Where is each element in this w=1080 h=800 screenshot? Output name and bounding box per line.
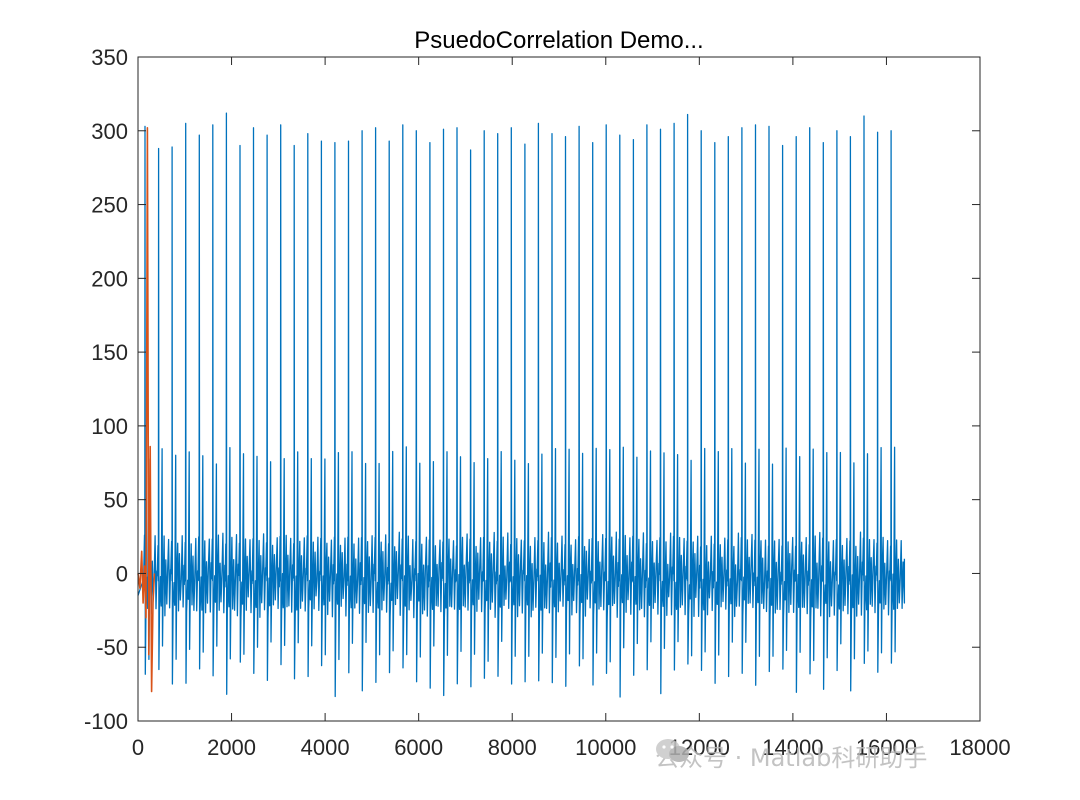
axes-box [137,56,981,722]
y-tick-label: -50 [96,635,128,660]
plot-area [138,57,980,721]
y-tick-label: 250 [91,193,128,218]
y-tick-label: 100 [91,414,128,439]
wechat-icon [656,739,689,762]
watermark: 公众号 · Matlab科研助手 [655,738,927,773]
x-tick-label: 6000 [394,735,443,760]
x-tick-label: 8000 [488,735,537,760]
x-tick-label: 0 [132,735,144,760]
x-tick-label: 18000 [949,735,1010,760]
y-tick-label: -100 [84,709,128,734]
x-tick-label: 10000 [575,735,636,760]
y-tick-label: 200 [91,266,128,291]
x-tick-label: 2000 [207,735,256,760]
y-tick-label: 350 [91,45,128,70]
series-line-1 [137,112,906,698]
x-tick-label: 4000 [301,735,350,760]
y-tick-label: 150 [91,340,128,365]
x-tick-label: 16000 [856,735,917,760]
y-tick-label: 300 [91,119,128,144]
y-tick-label: 0 [116,561,128,586]
chart-title: PsuedoCorrelation Demo... [414,27,703,54]
series-line-2 [137,127,156,693]
y-tick-label: 50 [104,488,128,513]
watermark-text: 公众号 · Matlab科研助手 [655,744,928,772]
x-tick-label: 14000 [762,735,823,760]
